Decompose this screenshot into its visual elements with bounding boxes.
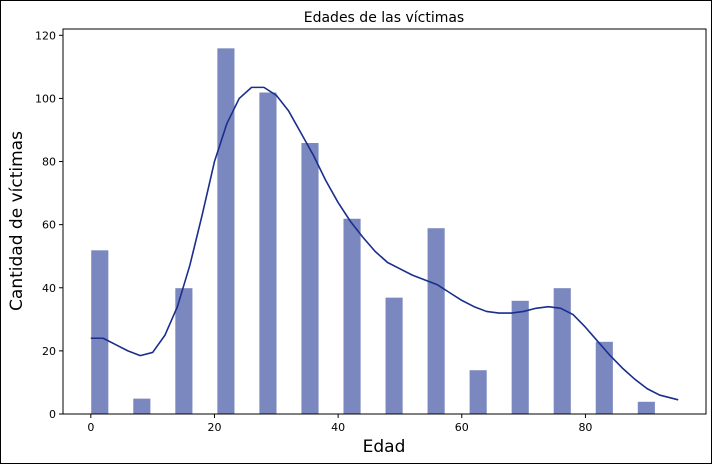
y-tick-label: 40 — [42, 282, 56, 295]
x-tick-label: 80 — [578, 421, 592, 434]
bar-0 — [90, 249, 110, 415]
bar-5 — [300, 142, 320, 415]
y-tick-label: 20 — [42, 345, 56, 358]
bar-13 — [636, 400, 656, 415]
bar-3 — [216, 47, 236, 415]
x-tick-label: 60 — [455, 421, 469, 434]
chart-title: Edades de las víctimas — [304, 10, 464, 26]
plot-area-frame — [62, 28, 707, 415]
bar-7 — [384, 296, 404, 415]
x-axis: 0 20 40 60 80 — [87, 414, 592, 434]
x-tick-label: 20 — [207, 421, 221, 434]
y-axis: 0 20 40 60 80 100 120 — [35, 29, 63, 421]
bar-11 — [552, 287, 572, 415]
y-tick-label: 80 — [42, 156, 56, 169]
y-axis-label: Cantidad de víctimas — [7, 131, 27, 311]
x-tick-label: 40 — [331, 421, 345, 434]
y-tick-label: 100 — [35, 92, 56, 105]
bar-10 — [510, 299, 530, 415]
bar-1 — [132, 397, 152, 415]
bar-9 — [468, 369, 488, 415]
bar-12 — [594, 341, 614, 415]
y-tick-label: 60 — [42, 219, 56, 232]
bars-layer — [90, 47, 656, 415]
bar-8 — [426, 227, 446, 415]
bar-6 — [342, 217, 362, 415]
x-tick-label: 0 — [87, 421, 94, 434]
x-axis-label: Edad — [363, 437, 406, 457]
bar-4 — [258, 91, 278, 415]
y-tick-label: 0 — [49, 408, 56, 421]
kde-layer — [90, 86, 679, 401]
y-tick-label: 120 — [35, 29, 56, 42]
kde-line — [90, 86, 679, 401]
